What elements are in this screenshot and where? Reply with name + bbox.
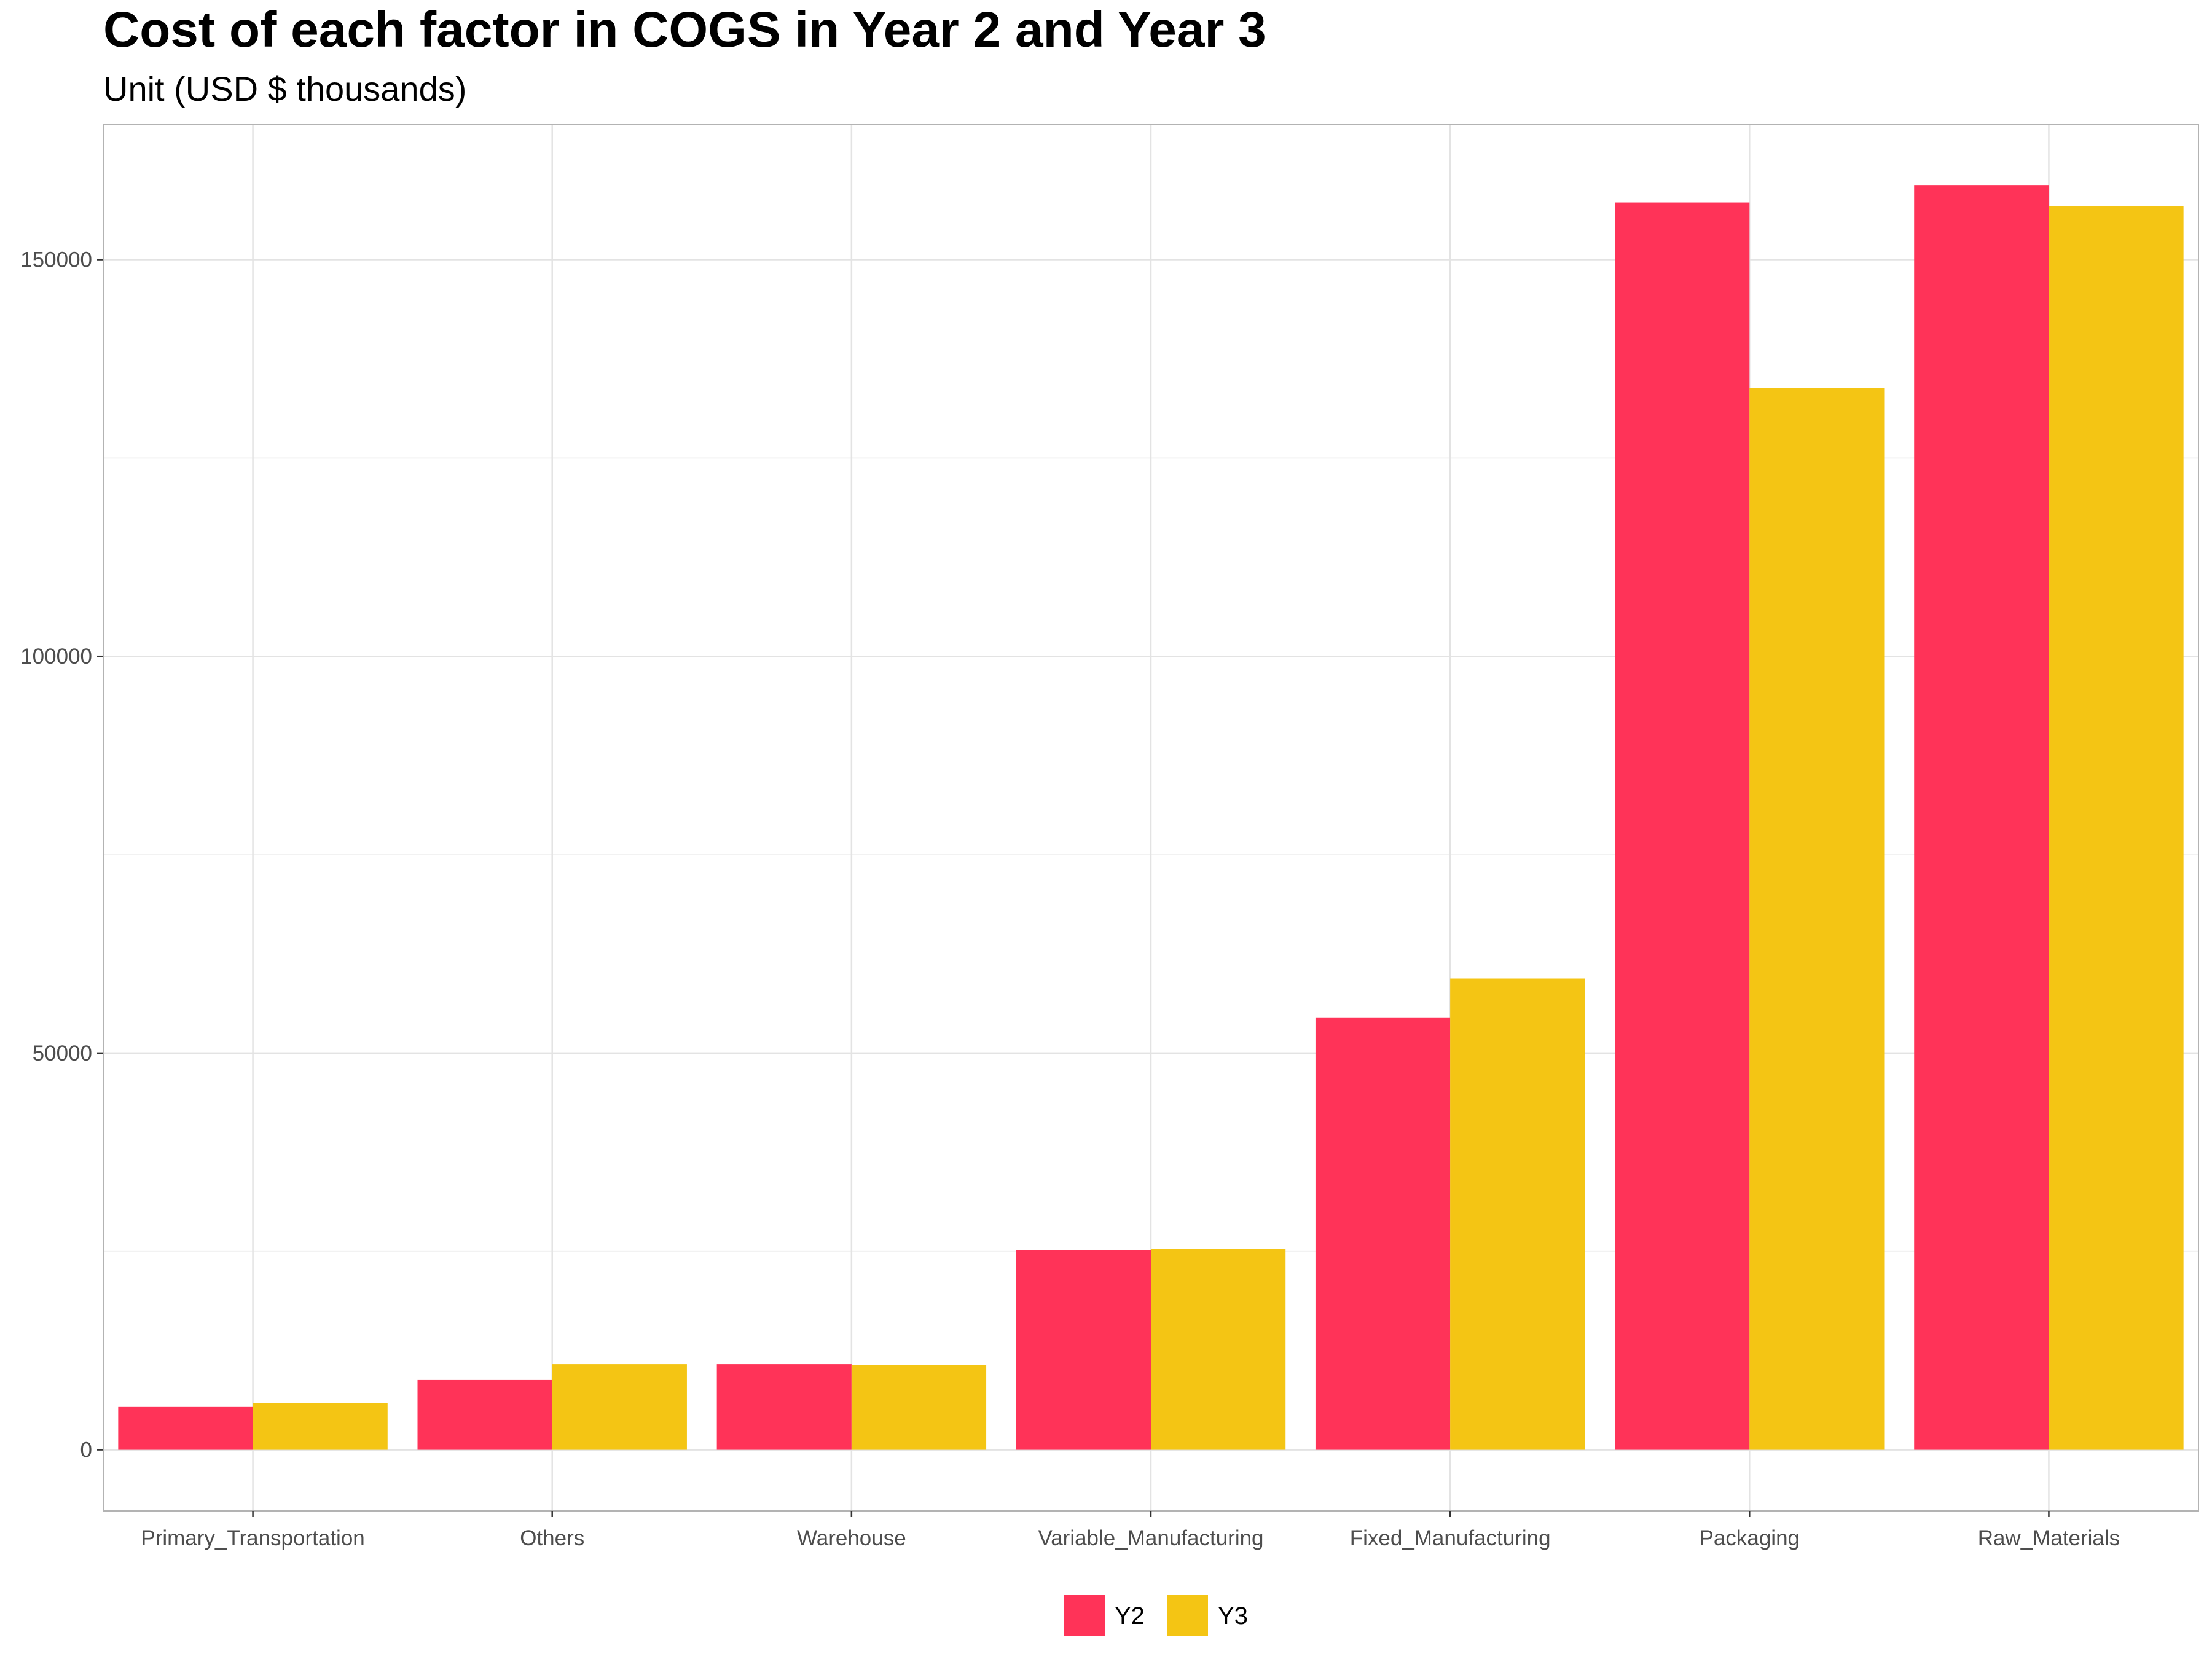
x-tick-label: Fixed_Manufacturing [1350, 1526, 1551, 1550]
y-tick-label: 100000 [20, 645, 92, 669]
axes: 0 50000 100000 150000 Primary_Transportation… [20, 248, 2120, 1550]
chart-title: Cost of each factor in COGS in Year 2 an… [103, 2, 1266, 58]
y-tick-label: 0 [80, 1438, 92, 1462]
bar-y3-warehouse [851, 1365, 987, 1450]
x-tick-label: Others [520, 1526, 584, 1550]
bar-y3-others [552, 1364, 687, 1450]
bar-y3-fixed_manufacturing [1450, 978, 1585, 1450]
bar-y2-primary_transportation [118, 1406, 253, 1450]
bar-y2-warehouse [716, 1364, 852, 1450]
legend-label-y2: Y2 [1115, 1602, 1145, 1630]
legend-key-y3 [1167, 1595, 1208, 1636]
x-tick-label: Packaging [1700, 1526, 1800, 1550]
legend-label-y3: Y3 [1218, 1602, 1248, 1630]
legend: Y2 Y3 [1064, 1595, 1248, 1636]
bar-y2-fixed_manufacturing [1315, 1017, 1451, 1450]
bar-y2-packaging [1615, 202, 1750, 1450]
legend-key-y2 [1064, 1595, 1105, 1636]
x-tick-label: Warehouse [797, 1526, 906, 1550]
bar-y2-variable_manufacturing [1016, 1250, 1151, 1450]
bar-y2-others [417, 1379, 552, 1450]
bar-y3-primary_transportation [253, 1403, 388, 1450]
y-tick-label: 150000 [20, 248, 92, 272]
x-tick-label: Raw_Materials [1978, 1526, 2120, 1550]
chart-subtitle: Unit (USD $ thousands) [103, 69, 467, 108]
x-tick-label: Primary_Transportation [141, 1526, 364, 1550]
bar-y2-raw_materials [1914, 185, 2049, 1450]
bars [118, 185, 2184, 1450]
bar-y3-packaging [1749, 388, 1885, 1450]
bar-y3-variable_manufacturing [1151, 1249, 1286, 1450]
y-tick-label: 50000 [33, 1041, 92, 1065]
x-tick-label: Variable_Manufacturing [1038, 1526, 1263, 1550]
bar-y3-raw_materials [2049, 206, 2184, 1450]
